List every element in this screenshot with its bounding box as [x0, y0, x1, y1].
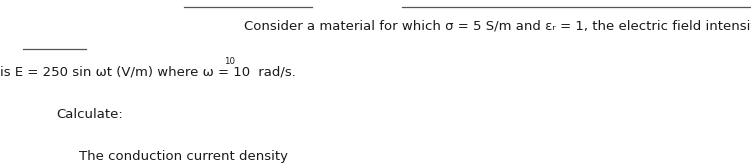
Text: Consider a material for which σ = 5 S/m and εᵣ = 1, the electric field intensity: Consider a material for which σ = 5 S/m … [244, 20, 751, 33]
Text: 10: 10 [224, 57, 235, 66]
Text: The conduction current density: The conduction current density [79, 150, 288, 163]
Text: is E = 250 sin ωt (V/m) where ω = 10: is E = 250 sin ωt (V/m) where ω = 10 [0, 65, 250, 78]
Text: rad/s.: rad/s. [254, 65, 296, 78]
Text: Calculate:: Calculate: [56, 108, 123, 121]
